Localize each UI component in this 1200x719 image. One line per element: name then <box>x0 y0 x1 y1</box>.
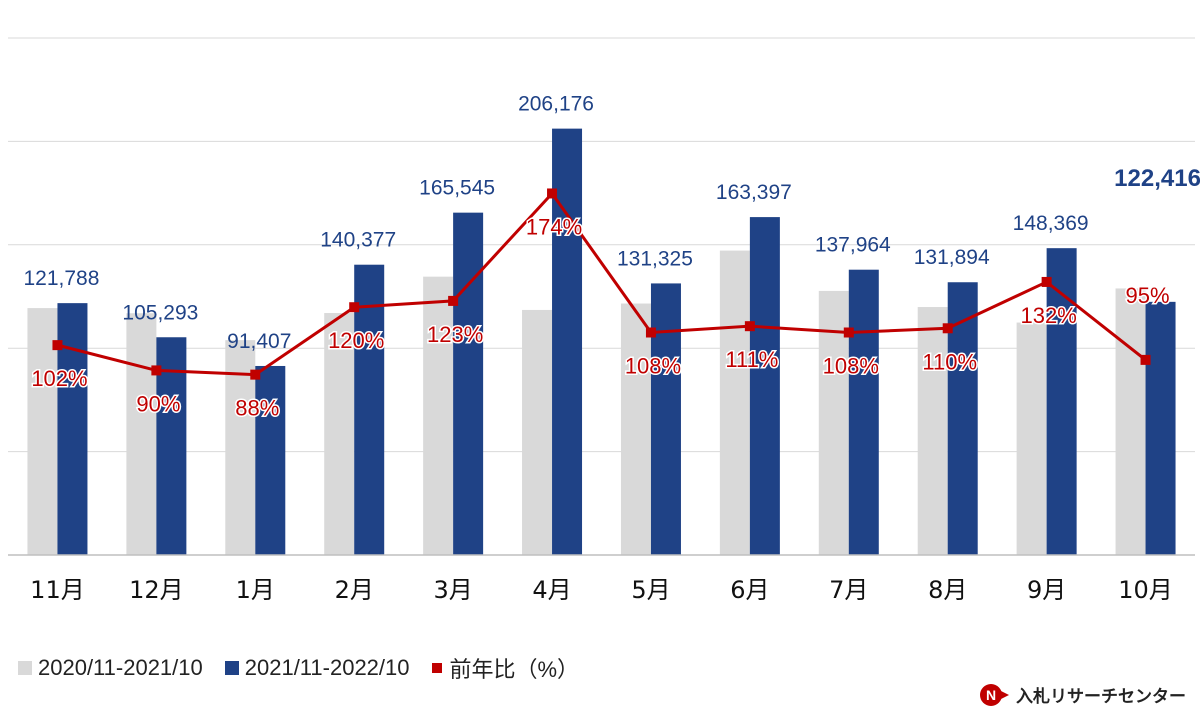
legend-item-yoy: 前年比（%） <box>431 652 580 684</box>
brand-logo-icon: N <box>980 683 1009 706</box>
yoy-line <box>57 191 1147 377</box>
legend-swatch-red <box>431 663 442 673</box>
bar-current-year <box>1145 301 1176 555</box>
yoy-marker <box>547 188 558 199</box>
yoy-marker <box>250 369 261 380</box>
data-label-current-year: 163,397 <box>716 181 792 204</box>
legend-item-current-year: 2021/11-2022/10 <box>224 655 410 681</box>
data-label-yoy: 88% <box>235 396 279 421</box>
data-label-yoy: 95% <box>1126 283 1170 308</box>
data-label-yoy: 120% <box>328 328 384 353</box>
x-tick-label: 3月 <box>433 576 472 604</box>
data-label-current-year: 122,416 <box>1114 165 1200 192</box>
bar-previous-year <box>324 313 355 555</box>
data-label-yoy: 110% <box>922 349 977 374</box>
legend-swatch-blue <box>224 661 239 675</box>
x-tick-label: 1月 <box>236 576 275 604</box>
yoy-marker <box>1041 276 1052 287</box>
bar-current-year <box>848 269 879 555</box>
yoy-marker <box>645 327 656 338</box>
x-tick-label: 5月 <box>631 576 670 604</box>
x-tick-label: 11月 <box>30 576 85 604</box>
yoy-marker <box>1140 354 1151 365</box>
data-label-current-year: 148,369 <box>1013 212 1089 235</box>
legend: 2020/11-2021/10 2021/11-2022/10 前年比（%） <box>18 652 601 684</box>
yoy-marker <box>448 295 459 306</box>
data-label-yoy: 90% <box>136 391 180 416</box>
brand-logo: N 入札リサーチセンター <box>980 682 1186 707</box>
data-label-current-year: 165,545 <box>419 177 495 200</box>
data-label-current-year: 91,407 <box>227 330 291 353</box>
data-label-yoy: 108% <box>625 354 681 379</box>
svg-text:N: N <box>986 687 996 703</box>
bar-previous-year <box>620 303 651 555</box>
bar-previous-year <box>126 313 157 555</box>
bar-previous-year <box>1016 322 1047 555</box>
x-tick-label: 4月 <box>532 576 571 604</box>
bar-current-year <box>749 217 780 555</box>
bar-current-year <box>255 365 286 555</box>
data-label-yoy: 102% <box>31 366 87 391</box>
bar-previous-year <box>522 309 553 555</box>
x-tick-label: 8月 <box>928 576 967 604</box>
data-label-current-year: 131,894 <box>914 246 990 269</box>
yoy-marker <box>349 302 360 313</box>
data-label-yoy: 108% <box>823 354 879 379</box>
bar-previous-year <box>917 307 948 555</box>
data-label-current-year: 137,964 <box>815 234 891 257</box>
x-tick-label: 12月 <box>129 576 184 604</box>
x-tick-label: 9月 <box>1027 576 1066 604</box>
data-label-yoy: 132% <box>1020 303 1076 328</box>
legend-label-yoy: 前年比（%） <box>449 657 580 682</box>
x-tick-label: 10月 <box>1118 576 1173 604</box>
legend-label-current-year: 2021/11-2022/10 <box>244 655 410 680</box>
x-tick-label: 7月 <box>829 576 868 604</box>
data-label-current-year: 206,176 <box>518 93 594 116</box>
x-tick-label: 2月 <box>335 576 374 604</box>
bar-previous-year <box>1115 288 1146 555</box>
yoy-marker <box>151 365 162 376</box>
legend-swatch-gray <box>18 661 32 675</box>
data-label-yoy: 111% <box>725 347 778 372</box>
yoy-marker <box>744 321 755 332</box>
data-label-current-year: 105,293 <box>122 301 198 324</box>
bar-previous-year <box>423 276 454 555</box>
data-label-current-year: 140,377 <box>320 229 396 252</box>
yoy-marker <box>52 340 63 351</box>
data-label-current-year: 121,788 <box>23 267 99 290</box>
yoy-marker <box>942 323 953 334</box>
legend-item-previous-year: 2020/11-2021/10 <box>18 655 203 681</box>
bar-current-year <box>354 264 385 555</box>
bar-current-year <box>1046 248 1077 555</box>
brand-logo-text: 入札リサーチセンター <box>1016 687 1186 706</box>
data-label-yoy: 123% <box>427 322 483 347</box>
data-label-current-year: 131,325 <box>617 247 693 270</box>
bar-current-year <box>947 282 978 555</box>
data-label-yoy: 174% <box>526 214 582 239</box>
bar-previous-year <box>719 250 750 555</box>
x-tick-label: 6月 <box>730 576 769 604</box>
yoy-marker <box>843 327 854 338</box>
bar-current-year <box>650 283 681 555</box>
bar-current-year <box>453 212 484 555</box>
legend-label-previous-year: 2020/11-2021/10 <box>38 655 203 680</box>
